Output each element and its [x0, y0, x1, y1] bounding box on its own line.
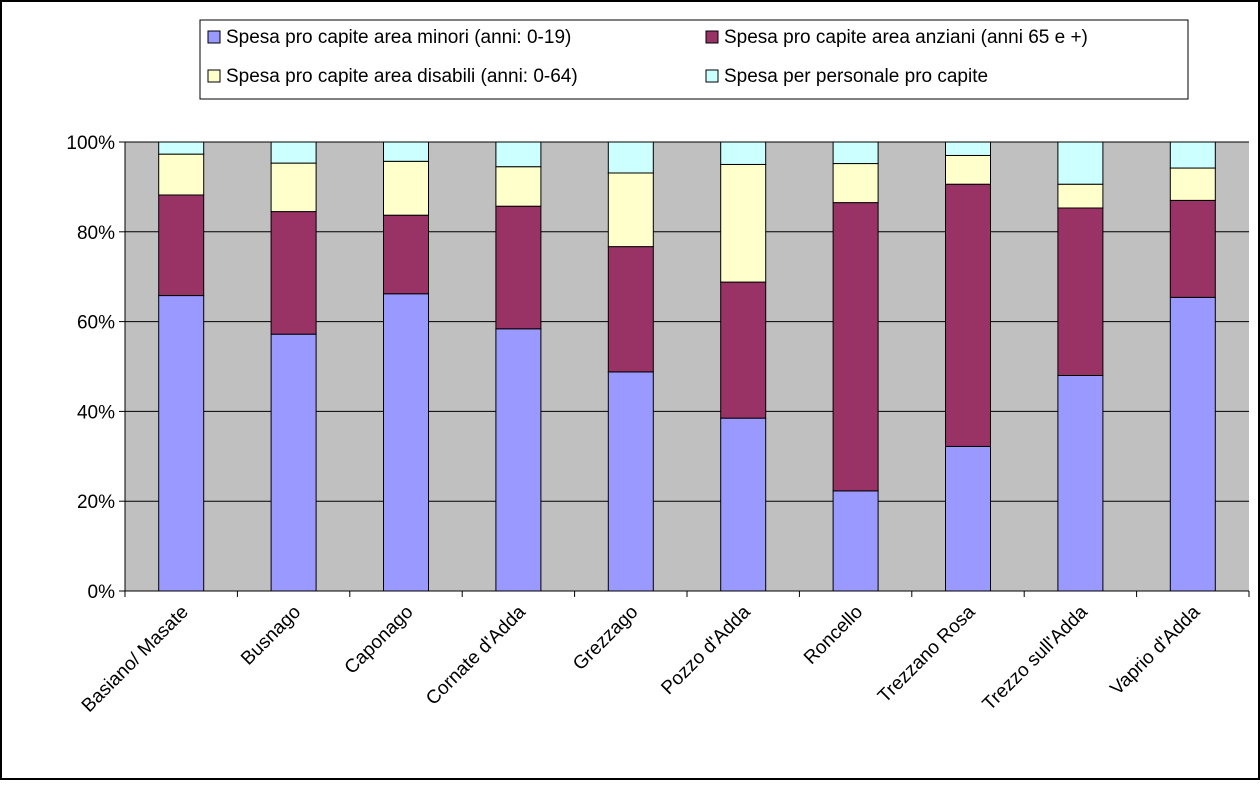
bar-segment [1057, 207, 1104, 376]
legend-swatch [207, 69, 221, 83]
bar-segment [832, 490, 879, 592]
bar-segment [270, 141, 317, 164]
legend-swatch [705, 30, 719, 44]
legend-box [199, 19, 1189, 100]
legend-label: Spesa per personale pro capite [724, 66, 988, 87]
bar-segment [1057, 183, 1104, 209]
bar-segment [720, 141, 767, 165]
bar-segment [720, 281, 767, 419]
legend-item: Spesa pro capite area minori (anni: 0-19… [207, 27, 571, 48]
bar-segment [270, 211, 317, 335]
legend-swatch [705, 69, 719, 83]
legend-item: Spesa per personale pro capite [705, 66, 988, 87]
bar-segment [158, 153, 205, 196]
bar-segment [607, 246, 654, 373]
legend-item: Spesa pro capite area disabili (anni: 0-… [207, 66, 578, 87]
bar-segment [832, 141, 879, 165]
bars [158, 141, 1216, 592]
bar-segment [607, 141, 654, 174]
legend-label: Spesa pro capite area anziani (anni 65 e… [724, 27, 1088, 48]
bar-segment [945, 141, 991, 156]
bar-segment [1169, 141, 1216, 169]
bar-segment [158, 141, 205, 155]
bar-segment [720, 417, 767, 592]
bar-segment [495, 205, 542, 330]
bar-segment [495, 141, 542, 168]
y-tick-label: 0% [88, 582, 116, 603]
legend-swatch [207, 30, 221, 44]
bar-segment [945, 183, 991, 447]
bar-segment [720, 163, 767, 283]
bar-segment [270, 333, 317, 592]
bar-segment [607, 371, 654, 592]
y-tick-label: 80% [77, 223, 115, 244]
bar-segment [495, 328, 542, 592]
bar-segment [1169, 167, 1216, 201]
bar-segment [1057, 141, 1104, 185]
y-tick-label: 20% [77, 492, 115, 513]
bar-segment [607, 172, 654, 248]
bar-segment [1169, 199, 1216, 298]
bar-segment [158, 295, 205, 592]
bar-segment [945, 445, 991, 592]
bar-segment [1057, 374, 1104, 592]
bar-segment [383, 214, 429, 295]
bar-segment [383, 293, 429, 592]
bar-segment [383, 160, 429, 216]
bar-segment [158, 194, 205, 297]
y-tick-label: 40% [77, 402, 115, 423]
bar-segment [832, 163, 879, 204]
legend-label: Spesa pro capite area minori (anni: 0-19… [226, 27, 571, 48]
bar-segment [383, 141, 429, 162]
legend-label: Spesa pro capite area disabili (anni: 0-… [226, 66, 578, 87]
y-tick-label: 100% [66, 133, 115, 154]
bar-segment [832, 202, 879, 492]
bar-segment [945, 154, 991, 185]
bar-segment [270, 162, 317, 213]
bar-segment [1169, 296, 1216, 592]
y-tick-label: 60% [77, 313, 115, 334]
bar-segment [495, 166, 542, 207]
legend: Spesa pro capite area minori (anni: 0-19… [199, 19, 1189, 100]
legend-item: Spesa pro capite area anziani (anni 65 e… [705, 27, 1088, 48]
